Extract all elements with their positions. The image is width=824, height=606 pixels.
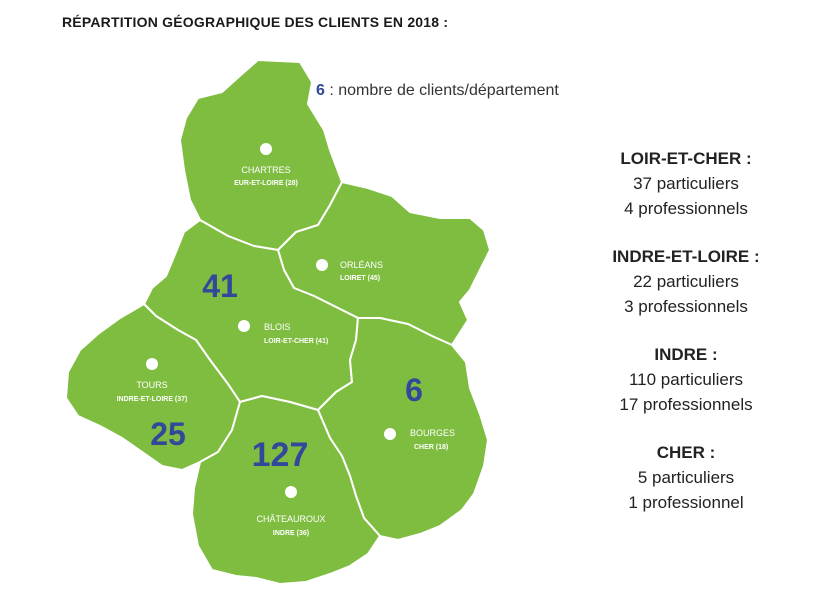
department-cher[interactable] <box>317 317 489 541</box>
legend-text: : nombre de clients/département <box>324 82 559 99</box>
stat-line: 1 professionnel <box>628 493 744 512</box>
stat-line: 5 particuliers <box>637 468 735 487</box>
stat-line: 3 professionnels <box>624 297 748 316</box>
stat-line: 17 professionnels <box>619 395 753 414</box>
city-label-chartres: CHARTRES <box>241 165 290 175</box>
city-label-orleans: ORLÉANS <box>340 260 383 270</box>
stat-line: 22 particuliers <box>633 272 739 291</box>
page-title: RÉPARTITION GÉOGRAPHIQUE DES CLIENTS EN … <box>62 14 449 30</box>
city-dot-bourges <box>384 428 396 440</box>
city-label-chateauroux: CHÂTEAUROUX <box>256 514 325 524</box>
stat-line: 110 particuliers <box>628 370 744 389</box>
city-dot-chartres <box>260 143 272 155</box>
count-indre: 127 <box>252 436 309 474</box>
department-indre-et-loire[interactable] <box>65 303 241 471</box>
stat-name: CHER : <box>656 443 716 462</box>
stat-name: INDRE-ET-LOIRE : <box>612 247 760 266</box>
city-label-bourges: BOURGES <box>410 428 455 438</box>
stat-block-loir-et-cher: LOIR-ET-CHER : 37 particuliers 4 profess… <box>586 146 786 221</box>
stat-line: 37 particuliers <box>633 174 739 193</box>
department-label-indre-et-loire: INDRE-ET-LOIRE (37) <box>117 396 188 403</box>
stat-name: INDRE : <box>654 345 718 364</box>
stat-name: LOIR-ET-CHER : <box>620 149 752 168</box>
stat-block-indre-et-loire: INDRE-ET-LOIRE : 22 particuliers 3 profe… <box>586 244 786 319</box>
count-cher: 6 <box>405 372 423 408</box>
city-dot-orleans <box>316 259 328 271</box>
stat-block-cher: CHER : 5 particuliers 1 professionnel <box>586 440 786 515</box>
department-label-eure-et-loir: EUR-ET-LOIRE (28) <box>234 180 298 187</box>
count-loir-et-cher: 41 <box>202 268 238 304</box>
department-label-cher: CHER (18) <box>414 444 448 451</box>
city-dot-blois <box>238 320 250 332</box>
department-label-indre: INDRE (36) <box>273 530 309 537</box>
department-label-loir-et-cher: LOIR-ET-CHER (41) <box>264 338 328 345</box>
stat-line: 4 professionnels <box>624 199 748 218</box>
count-indre-et-loire: 25 <box>150 416 186 452</box>
city-dot-tours <box>146 358 158 370</box>
department-label-loiret: LOIRET (45) <box>340 275 380 282</box>
stat-block-indre: INDRE : 110 particuliers 17 professionne… <box>586 342 786 417</box>
stats-panel: LOIR-ET-CHER : 37 particuliers 4 profess… <box>586 146 786 538</box>
city-label-blois: BLOIS <box>264 322 291 332</box>
legend-sample-value: 6 <box>316 82 325 99</box>
city-dot-chateauroux <box>285 486 297 498</box>
map-legend: 6 : nombre de clients/département <box>316 82 559 100</box>
city-label-tours: TOURS <box>136 380 167 390</box>
